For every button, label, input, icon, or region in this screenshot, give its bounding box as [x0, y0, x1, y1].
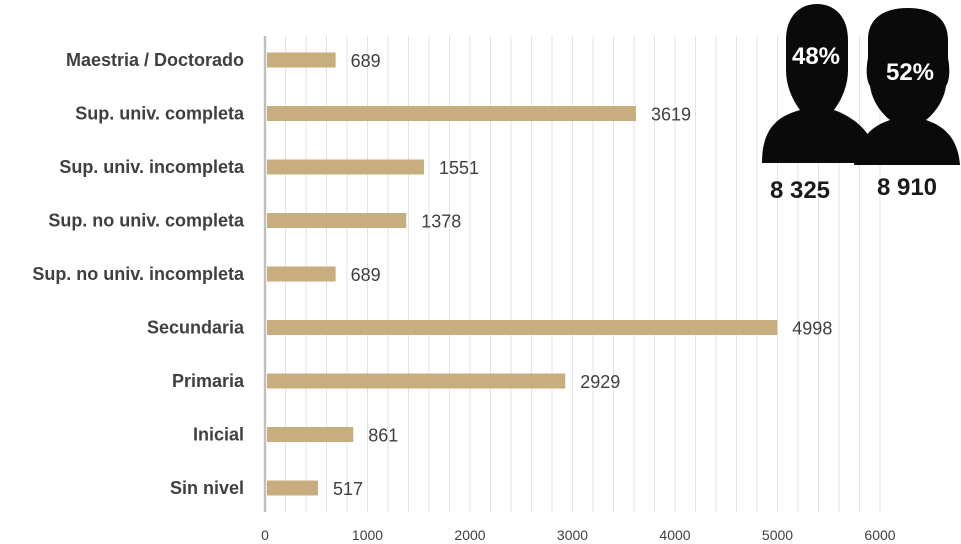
category-label: Sup. no univ. incompleta: [32, 264, 245, 284]
category-labels: Maestria / Doctorado Sup. univ. completa S…: [32, 50, 245, 498]
x-tick-label: 2000: [454, 527, 485, 543]
value-label: 1378: [421, 212, 461, 232]
bar: [267, 480, 318, 496]
category-label: Sin nivel: [170, 478, 244, 498]
bar: [267, 213, 407, 228]
bar: [267, 52, 336, 68]
value-label: 689: [351, 51, 381, 71]
value-label: 1551: [439, 158, 479, 178]
bar: [267, 106, 636, 121]
value-label: 861: [368, 426, 398, 446]
category-label: Sup. no univ. completa: [48, 211, 245, 231]
x-tick-label: 6000: [864, 527, 895, 543]
category-label: Secundaria: [147, 318, 245, 338]
bar: [267, 427, 354, 442]
male-percent: 48%: [792, 43, 840, 70]
female-count: 8 910: [877, 174, 937, 201]
category-label: Sup. univ. incompleta: [59, 157, 245, 177]
category-label: Primaria: [172, 371, 245, 391]
x-tick-label: 5000: [762, 527, 793, 543]
category-label: Inicial: [193, 425, 244, 445]
x-tick-labels: 0 1000 2000 3000 4000 5000 6000: [261, 527, 896, 543]
bar: [267, 320, 778, 335]
x-tick-label: 0: [261, 527, 269, 543]
female-silhouette-icon: 52% 8 910: [854, 8, 960, 201]
bar: [267, 159, 424, 175]
male-count: 8 325: [770, 177, 830, 204]
x-tick-label: 3000: [557, 527, 588, 543]
value-labels: 689 3619 1551 1378 689 4998 2929 861 517: [333, 51, 832, 499]
x-tick-label: 1000: [352, 527, 383, 543]
category-label: Maestria / Doctorado: [66, 50, 244, 70]
category-label: Sup. univ. completa: [75, 104, 245, 124]
x-tick-label: 4000: [659, 527, 690, 543]
value-label: 517: [333, 479, 363, 499]
male-silhouette-icon: 48% 8 325: [762, 4, 870, 204]
bar: [267, 373, 566, 389]
value-label: 689: [351, 265, 381, 285]
value-label: 2929: [580, 372, 620, 392]
bar: [267, 266, 336, 282]
bars: [267, 52, 778, 496]
value-label: 4998: [792, 319, 832, 339]
female-percent: 52%: [886, 59, 934, 86]
value-label: 3619: [651, 105, 691, 125]
